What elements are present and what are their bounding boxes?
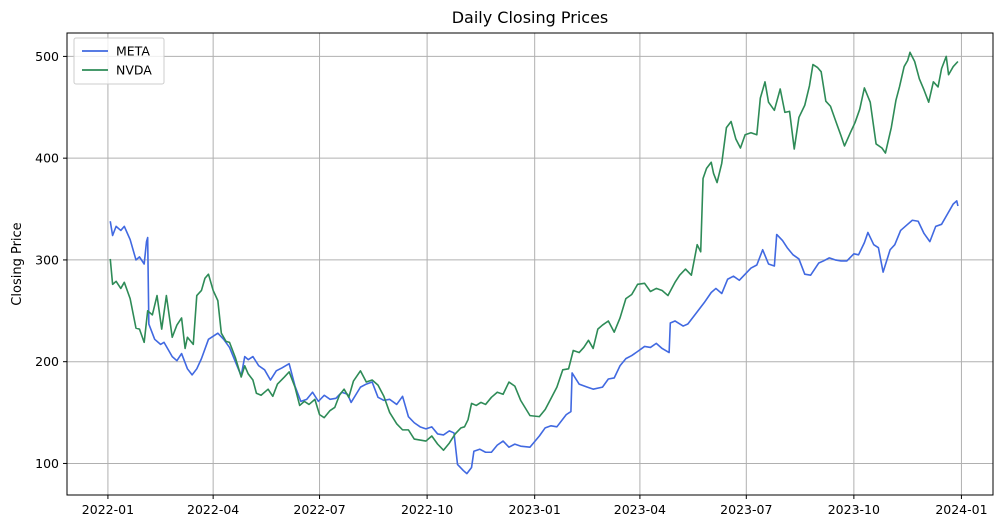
y-tick-label: 200 <box>35 354 59 369</box>
x-tick-label: 2022-10 <box>401 502 453 517</box>
x-tick-label: 2022-04 <box>187 502 239 517</box>
plot-frame <box>66 32 994 496</box>
legend-label-nvda: NVDA <box>116 63 152 78</box>
y-tick-label: 500 <box>35 49 59 64</box>
y-axis-label: Closing Price <box>10 222 25 305</box>
x-tick-label: 2023-07 <box>720 502 772 517</box>
x-tick-label: 2024-01 <box>935 502 987 517</box>
y-tick-label: 100 <box>35 456 59 471</box>
legend-box <box>73 37 165 85</box>
x-tick-label: 2023-04 <box>614 502 666 517</box>
x-tick-label: 2022-01 <box>82 502 134 517</box>
x-tick-label: 2022-07 <box>293 502 345 517</box>
series-line-nvda <box>109 51 959 452</box>
y-tick-label: 300 <box>35 252 59 267</box>
axis-ticks: 2022-01 2022-04 2022-07 2022-10 2023-01 2023-… <box>35 49 987 517</box>
y-tick-label: 400 <box>35 151 59 166</box>
grid <box>67 33 993 495</box>
chart-title: Daily Closing Prices <box>452 8 609 27</box>
legend: META NVDA <box>73 37 165 85</box>
series-line-meta <box>109 200 959 475</box>
series-lines <box>109 51 959 475</box>
x-tick-label: 2023-01 <box>509 502 561 517</box>
x-tick-label: 2023-10 <box>828 502 880 517</box>
legend-label-meta: META <box>116 44 150 59</box>
